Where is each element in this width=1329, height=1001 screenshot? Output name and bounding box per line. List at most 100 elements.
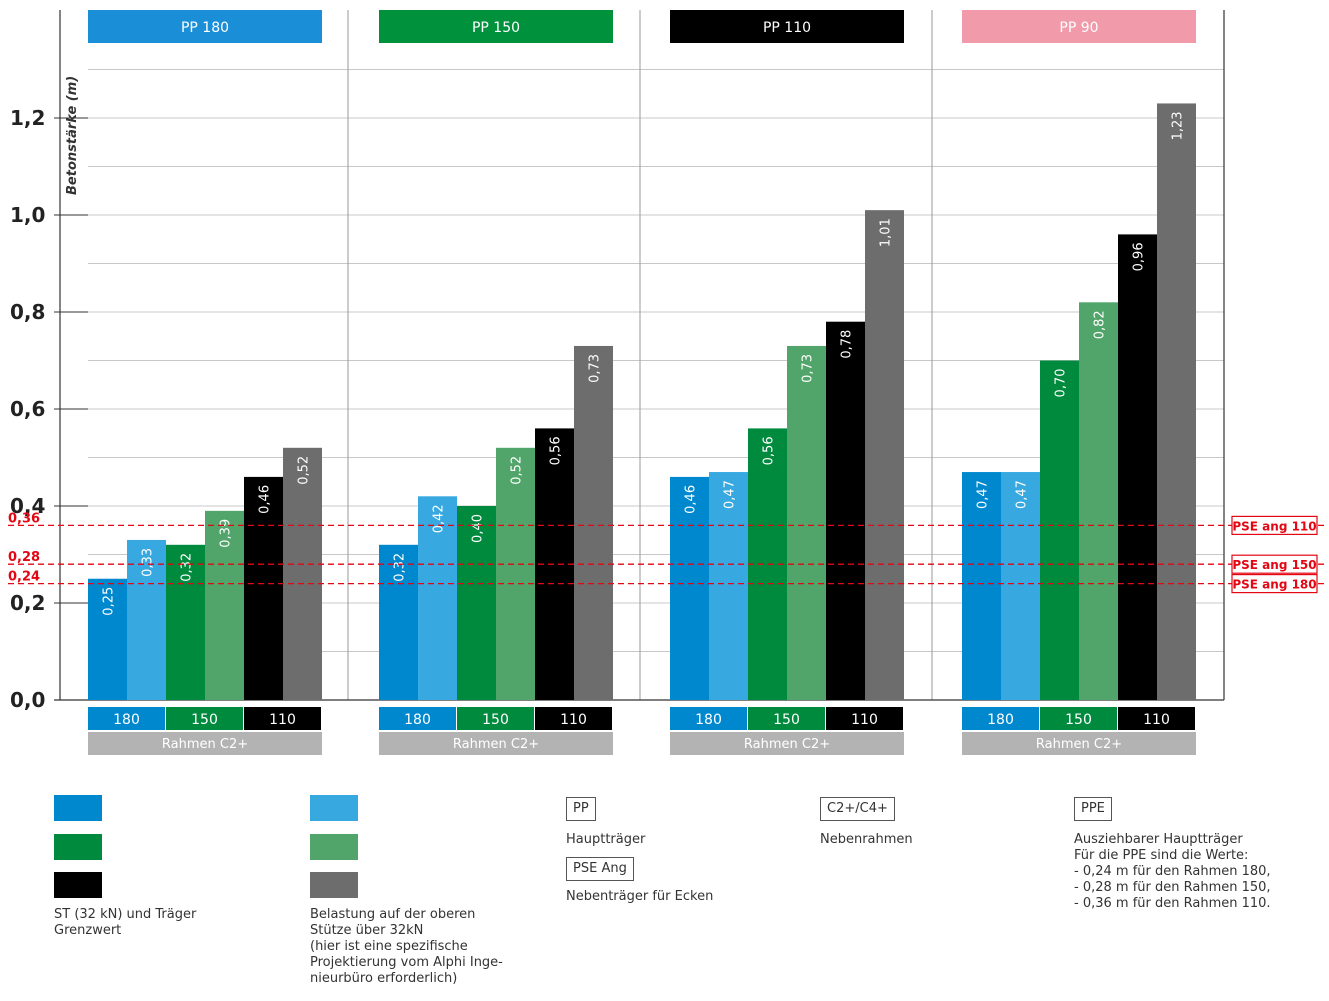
frame-category-label: 110 xyxy=(269,712,296,728)
frame-category-label: 110 xyxy=(851,712,878,728)
bar-value-label: 0,40 xyxy=(471,514,486,543)
bar xyxy=(496,447,535,700)
bar-value-label: 0,47 xyxy=(723,480,738,509)
bar-value-label: 0,47 xyxy=(976,480,991,509)
frame-category-cell xyxy=(88,707,165,730)
legend-swatch-st-180 xyxy=(54,795,102,821)
bar xyxy=(457,506,496,700)
legend-text-pp: Hauptträger xyxy=(566,832,646,847)
frame-category-cell xyxy=(166,707,243,730)
bar-value-label: 0,33 xyxy=(141,548,156,577)
bar xyxy=(127,539,166,700)
bar xyxy=(962,472,1001,700)
frame-type-label: Rahmen C2+ xyxy=(453,737,539,752)
frame-type-cell xyxy=(88,732,322,755)
frame-category-cell xyxy=(457,707,534,730)
frame-category-cell xyxy=(244,707,321,730)
frame-category-cell xyxy=(379,707,456,730)
y-tick-label: 0,2 xyxy=(10,591,45,615)
y-tick-label: 1,0 xyxy=(10,203,45,227)
bar-value-label: 0,32 xyxy=(180,553,195,582)
bar-value-label: 0,46 xyxy=(684,485,699,514)
frame-category-label: 180 xyxy=(404,712,431,728)
bar xyxy=(709,472,748,700)
bar xyxy=(88,578,127,700)
legend-box-pse: PSE Ang xyxy=(566,857,634,881)
legend-swatch-upper-110 xyxy=(310,872,358,898)
chart-svg: 0,0 0,2 0,4 0,6 0,8 1,0 1,2 PP 180 0,25 0,33 0,32 0… xyxy=(8,10,1325,755)
reference-value-label: 0,24 xyxy=(8,570,40,585)
y-tick-label: 0,8 xyxy=(10,300,45,324)
frame-category-cell xyxy=(1040,707,1117,730)
bar-value-label: 0,82 xyxy=(1093,310,1108,339)
frame-category-label: 110 xyxy=(560,712,587,728)
legend-box-c2: C2+/C4+ xyxy=(820,797,895,821)
legend-box-ppe: PPE xyxy=(1074,797,1112,821)
frame-category-cell xyxy=(962,707,1039,730)
legend-text-upper-load: Belastung auf der oberen Stütze über 32k… xyxy=(310,907,503,986)
frame-category-cell xyxy=(535,707,612,730)
bar-value-label: 1,23 xyxy=(1171,111,1186,140)
bar-value-label: 0,46 xyxy=(258,485,273,514)
bar xyxy=(865,210,904,700)
bar-value-label: 0,73 xyxy=(801,354,816,383)
bar xyxy=(205,510,244,700)
legend-text-ppe: Ausziehbarer Hauptträger Für die PPE sin… xyxy=(1074,832,1271,911)
legend-swatch-upper-180 xyxy=(310,795,358,821)
frame-category-label: 180 xyxy=(113,712,140,728)
frame-type-cell xyxy=(379,732,613,755)
frame-category-label: 150 xyxy=(482,712,509,728)
group-header-label: PP 90 xyxy=(1059,20,1098,36)
reference-tag-box xyxy=(1231,515,1318,536)
y-tick-label: 0,0 xyxy=(10,688,45,712)
frame-category-label: 150 xyxy=(1065,712,1092,728)
frame-category-label: 180 xyxy=(695,712,722,728)
frame-category-label: 180 xyxy=(987,712,1014,728)
reference-tag-label: PSE ang 110 xyxy=(1232,519,1316,533)
bar-value-label: 0,73 xyxy=(588,354,603,383)
frame-type-cell xyxy=(962,732,1196,755)
group-header xyxy=(962,10,1196,43)
bar-value-label: 0,52 xyxy=(510,456,525,485)
bar-value-label: 0,96 xyxy=(1132,242,1147,271)
bar xyxy=(244,476,283,700)
bar xyxy=(1040,360,1079,700)
legend-swatch-upper-150 xyxy=(310,834,358,860)
legend-swatch-st-110 xyxy=(54,872,102,898)
frame-category-label: 110 xyxy=(1143,712,1170,728)
y-tick-label: 0,6 xyxy=(10,397,45,421)
frame-type-cell xyxy=(670,732,904,755)
group-header xyxy=(379,10,613,43)
frame-category-cell xyxy=(670,707,747,730)
reference-value-label: 0,36 xyxy=(8,511,40,526)
bar-value-label: 0,52 xyxy=(297,456,312,485)
bar-value-label: 0,70 xyxy=(1054,369,1069,398)
bar xyxy=(1001,472,1040,700)
bar xyxy=(1157,103,1196,700)
reference-tag-box xyxy=(1231,573,1318,594)
frame-category-cell xyxy=(1118,707,1195,730)
bar xyxy=(1118,234,1157,700)
bar xyxy=(670,476,709,700)
bar-value-label: 0,42 xyxy=(432,504,447,533)
reference-value-label: 0,28 xyxy=(8,550,40,565)
bar xyxy=(787,345,826,700)
legend-text-st: ST (32 kN) und Träger Grenzwert xyxy=(54,907,197,938)
legend-text-pse: Nebenträger für Ecken xyxy=(566,889,714,904)
frame-category-label: 150 xyxy=(773,712,800,728)
reference-tag-box xyxy=(1231,554,1318,574)
bar-value-label: 0,56 xyxy=(549,436,564,465)
y-tick-label: 1,2 xyxy=(10,106,45,130)
y-tick-label: 0,4 xyxy=(10,494,45,518)
frame-type-label: Rahmen C2+ xyxy=(162,737,248,752)
frame-type-label: Rahmen C2+ xyxy=(1036,737,1122,752)
group-header-label: PP 110 xyxy=(763,20,811,36)
bar xyxy=(379,544,418,700)
bar xyxy=(826,321,865,700)
legend-box-pp: PP xyxy=(566,797,596,821)
bar xyxy=(1079,302,1118,700)
bar xyxy=(166,544,205,700)
legend-swatch-st-150 xyxy=(54,834,102,860)
frame-category-cell xyxy=(748,707,825,730)
bar xyxy=(574,345,613,700)
